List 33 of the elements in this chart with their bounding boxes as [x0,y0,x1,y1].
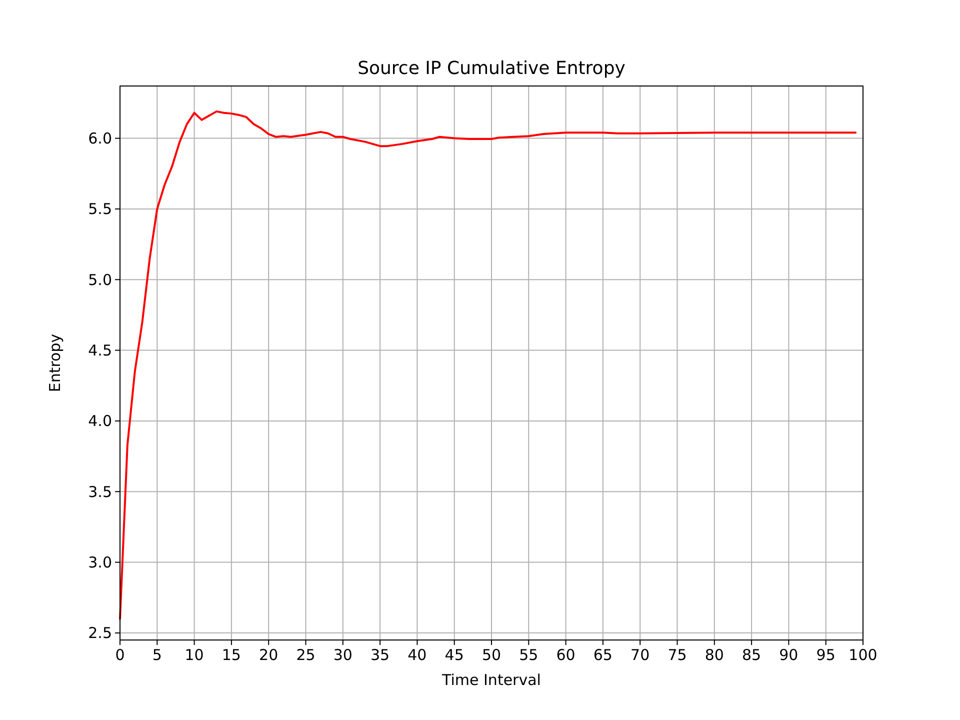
y-tick-label: 5.5 [88,200,112,218]
x-axis-title: Time Interval [441,671,541,689]
x-tick-label: 0 [115,646,125,664]
x-tick-label: 30 [333,646,352,664]
x-tick-label: 70 [630,646,650,664]
x-tick-label: 45 [444,646,464,664]
x-tick-label: 100 [848,646,878,664]
y-tick-label: 6.0 [88,130,112,148]
x-tick-label: 95 [816,646,836,664]
x-tick-label: 65 [593,646,612,664]
x-tick-label: 40 [408,646,427,664]
x-tick-label: 50 [482,646,502,664]
x-tick-label: 5 [152,646,162,664]
y-tick-label: 3.0 [88,554,112,572]
x-tick-label: 85 [742,646,762,664]
x-tick-label: 10 [184,646,204,664]
x-tick-label: 25 [296,646,316,664]
y-tick-label: 2.5 [88,624,112,642]
x-tick-label: 35 [370,646,390,664]
y-tick-label: 5.0 [88,270,112,289]
x-tick-label: 75 [668,646,687,664]
y-tick-label: 4.0 [88,412,112,430]
y-tick-label: 4.5 [88,342,112,360]
x-tick-label: 80 [704,646,724,664]
x-tick-label: 55 [519,646,538,664]
x-tick-label: 15 [222,646,241,664]
line-series [119,110,857,620]
x-tick-label: 90 [779,646,798,664]
x-tick-label: 20 [259,646,278,664]
y-axis-title: Entropy [46,334,64,392]
chart-title: Source IP Cumulative Entropy [358,58,626,79]
y-tick-label: 3.5 [88,482,112,501]
x-tick-label: 60 [556,646,576,664]
